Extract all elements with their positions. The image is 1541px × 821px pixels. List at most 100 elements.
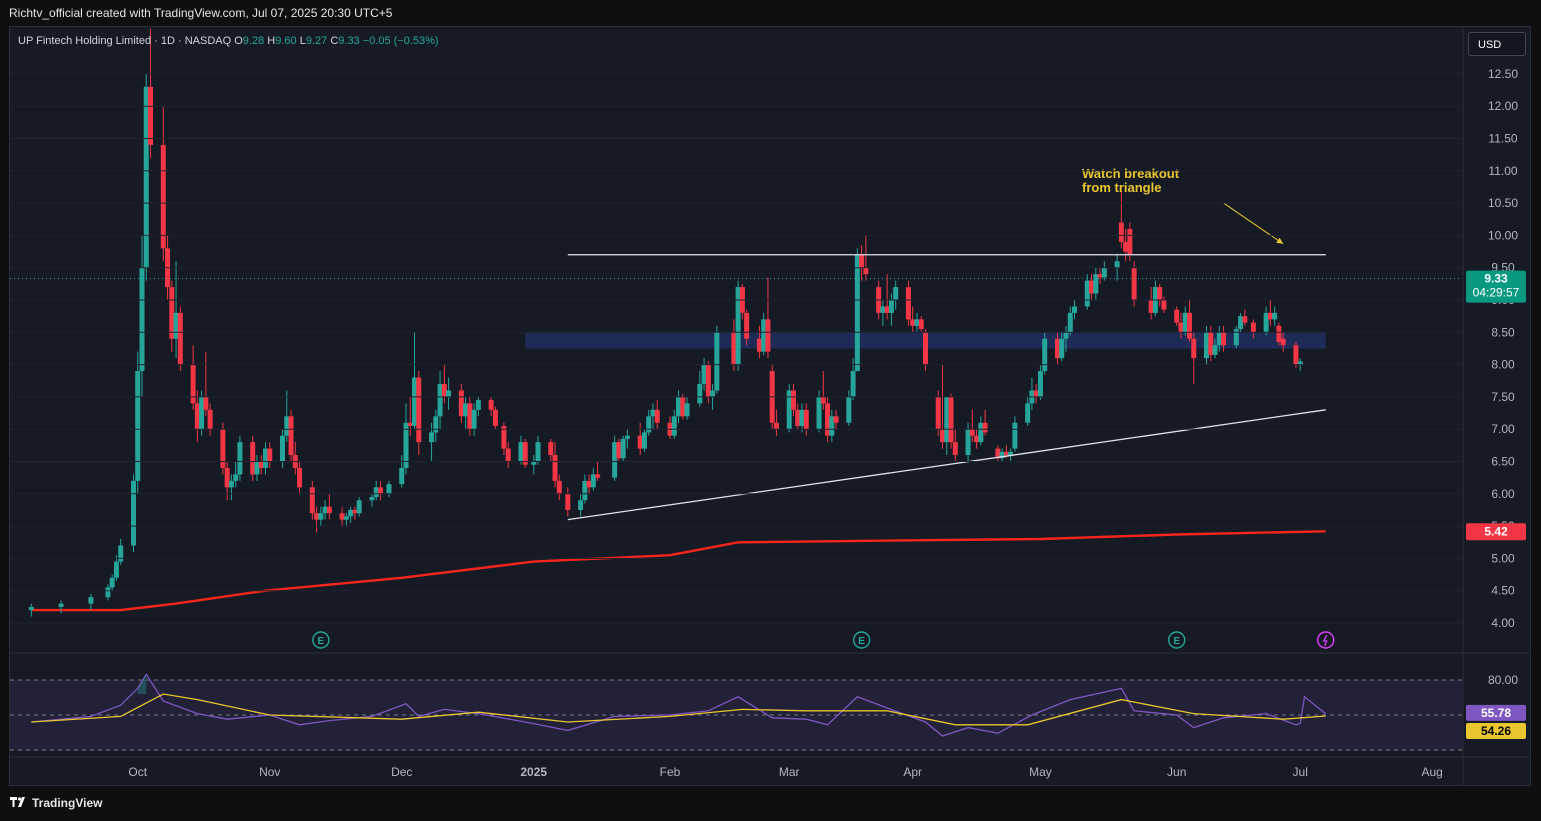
- candle-body: [1191, 338, 1197, 359]
- candle-body: [756, 338, 762, 352]
- candle: [1174, 306, 1180, 326]
- candle: [254, 455, 260, 481]
- candle: [637, 422, 643, 456]
- rsi-badge: 55.78: [1466, 704, 1526, 721]
- candle: [169, 280, 175, 352]
- candle-body: [948, 396, 954, 443]
- candle: [1186, 300, 1192, 342]
- candle-body: [944, 396, 950, 443]
- candle-body: [846, 396, 852, 423]
- candle: [790, 383, 796, 417]
- candle-body: [403, 422, 409, 468]
- candle-body: [1182, 312, 1188, 333]
- candle-body: [735, 287, 741, 365]
- candle: [1182, 306, 1188, 336]
- candle-body: [586, 480, 592, 488]
- candle: [590, 467, 596, 491]
- currency-button[interactable]: USD: [1468, 32, 1526, 56]
- candle: [471, 403, 477, 436]
- candle-body: [995, 448, 1001, 459]
- candle: [488, 396, 494, 417]
- candle: [348, 506, 354, 523]
- candle: [130, 474, 136, 552]
- candle-body: [458, 390, 464, 417]
- candle-body: [488, 400, 494, 410]
- earnings-icon: E: [1168, 631, 1186, 649]
- candle: [322, 500, 328, 520]
- candle: [531, 455, 537, 475]
- candle: [377, 480, 383, 501]
- candle: [773, 409, 779, 436]
- rsi-layer: [10, 673, 1462, 751]
- earnings-icon-circle: [312, 631, 330, 649]
- candle: [825, 396, 831, 443]
- candle-body: [416, 377, 422, 443]
- candle: [914, 312, 920, 333]
- candle-body: [952, 442, 958, 456]
- ma-badge: 5.42: [1466, 523, 1526, 541]
- candle-body: [1204, 332, 1210, 359]
- candle-body: [1123, 241, 1129, 252]
- candle-body: [825, 403, 831, 436]
- candle: [433, 409, 439, 443]
- candle-body: [1008, 451, 1014, 456]
- candle-body: [829, 416, 835, 436]
- candle: [595, 461, 601, 481]
- candle-body: [280, 435, 286, 462]
- candle-body: [169, 287, 175, 339]
- candle: [475, 396, 481, 417]
- candle-body: [135, 371, 141, 481]
- candle-body: [880, 306, 886, 313]
- candle: [1123, 228, 1129, 262]
- dividend-icon-circle: [1317, 631, 1335, 649]
- candle: [1208, 325, 1214, 362]
- candle-body: [412, 377, 418, 426]
- candle: [1280, 332, 1286, 352]
- candle-body: [1114, 261, 1120, 268]
- candle: [407, 396, 413, 436]
- price-badge-text: 9.33: [1484, 272, 1508, 286]
- price-tick-label: 7.50: [1491, 390, 1515, 404]
- candle-body: [910, 319, 916, 326]
- candle: [978, 416, 984, 446]
- candle-body: [463, 403, 469, 417]
- candle: [565, 487, 571, 517]
- candle-body: [88, 597, 94, 604]
- candle: [467, 396, 473, 436]
- candle-body: [974, 435, 980, 443]
- candle-body: [386, 484, 392, 494]
- candle: [1272, 306, 1278, 326]
- candle: [952, 429, 958, 462]
- candle-body: [177, 312, 183, 365]
- candle-body: [1297, 361, 1303, 365]
- candle-body: [1101, 267, 1107, 278]
- time-tick-label: Oct: [128, 765, 147, 779]
- candle: [1042, 332, 1048, 375]
- price-tick-label: 11.50: [1488, 132, 1517, 146]
- candle: [922, 329, 928, 372]
- candle: [505, 442, 511, 468]
- candle: [535, 435, 541, 465]
- time-tick-label: Mar: [779, 765, 800, 779]
- candle-body: [888, 300, 894, 313]
- candle-body: [233, 474, 239, 481]
- candle-body: [1097, 274, 1103, 278]
- candle: [667, 416, 673, 439]
- candle-body: [1233, 329, 1239, 346]
- candle: [148, 28, 154, 158]
- candle-body: [761, 319, 767, 352]
- candle-body: [262, 448, 268, 468]
- candle-body: [1003, 451, 1009, 456]
- price-tick-label: 6.50: [1491, 455, 1515, 469]
- time-tick-label: Jun: [1167, 765, 1186, 779]
- candle-body: [654, 409, 660, 423]
- candle-body: [1063, 332, 1069, 339]
- candle-body: [199, 396, 205, 430]
- candle: [173, 261, 179, 359]
- earnings-icon-glyph: E: [318, 636, 325, 647]
- candle: [820, 371, 826, 410]
- candle: [1242, 309, 1248, 326]
- price-tick-label: 6.00: [1491, 487, 1515, 501]
- candle: [948, 393, 954, 449]
